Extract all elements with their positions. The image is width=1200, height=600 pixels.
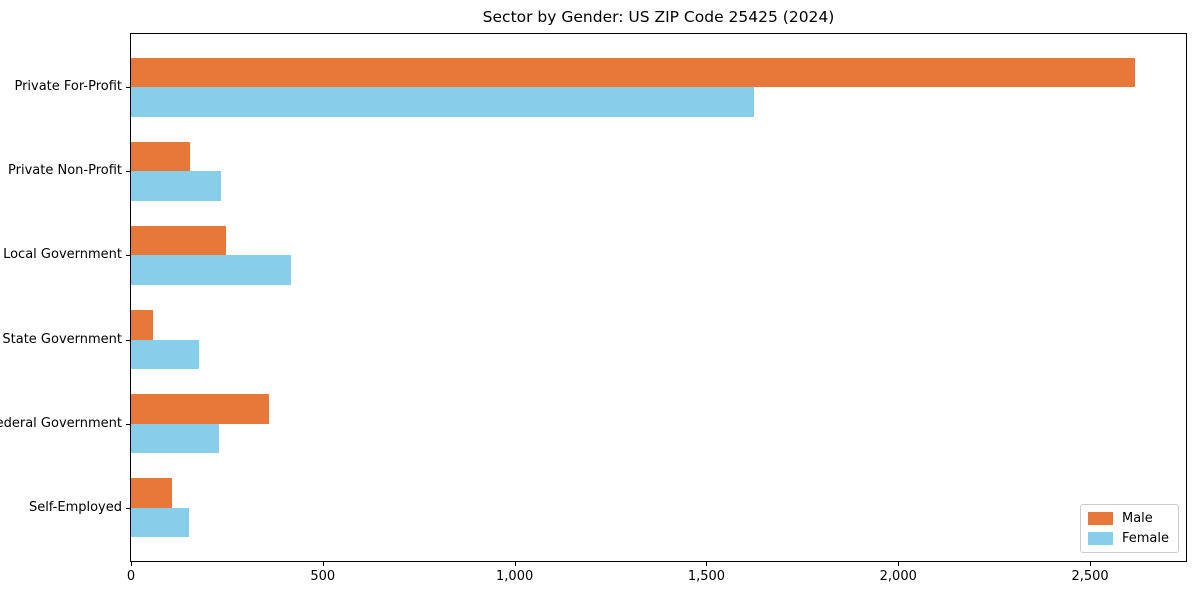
bar-male-1 — [131, 141, 191, 172]
ytick-mark — [126, 423, 130, 425]
plot-area: Male Female — [130, 33, 1187, 562]
bar-male-3 — [131, 310, 153, 340]
ytick-label: Local Government — [3, 247, 122, 263]
bar-male-4 — [131, 394, 270, 424]
y-axis: Private For-Profit Private Non-Profit Loca… — [0, 34, 130, 561]
bar-male-2 — [131, 226, 226, 256]
legend-row-male: Male — [1087, 511, 1169, 526]
xtick-mark — [898, 562, 900, 566]
xtick-mark — [706, 562, 708, 566]
ytick-label: Self-Employed — [28, 499, 122, 515]
xtick-label: 500 — [310, 569, 336, 584]
ytick-label: Federal Government — [0, 415, 122, 431]
xtick-mark — [131, 562, 132, 566]
xtick-mark — [322, 562, 324, 566]
bar-female-3 — [131, 339, 199, 369]
chart-title: Sector by Gender: US ZIP Code 25425 (202… — [482, 8, 835, 26]
ytick-label: Private Non-Profit — [8, 163, 122, 179]
ytick-mark — [126, 255, 130, 257]
legend-label-female: Female — [1121, 531, 1169, 546]
bar-female-0 — [131, 87, 755, 117]
xtick-label: 1,500 — [687, 569, 726, 584]
xtick-mark — [514, 562, 516, 566]
ytick-mark — [126, 87, 130, 89]
ytick-label: State Government — [2, 331, 122, 347]
bar-female-1 — [131, 171, 222, 201]
xtick-mark — [1090, 562, 1092, 566]
bar-female-2 — [131, 255, 291, 285]
legend-row-female: Female — [1087, 531, 1169, 546]
x-axis: 0 500 1,000 1,500 2,000 2,500 — [127, 561, 1186, 591]
xtick-label: 1,000 — [496, 569, 534, 584]
legend: Male Female — [1079, 504, 1179, 553]
xtick-label: 2,500 — [1071, 569, 1109, 584]
legend-swatch-male — [1087, 512, 1113, 525]
legend-label-male: Male — [1121, 511, 1153, 526]
xtick-label: 2,000 — [879, 569, 917, 584]
ytick-label: Private For-Profit — [14, 79, 122, 95]
xtick-label: 0 — [126, 569, 136, 584]
ytick-mark — [126, 339, 130, 341]
bar-female-4 — [131, 423, 220, 454]
bar-male-5 — [131, 478, 173, 508]
bar-female-5 — [131, 507, 189, 538]
bar-male-0 — [131, 57, 1135, 88]
ytick-mark — [126, 171, 130, 173]
legend-swatch-female — [1087, 532, 1113, 545]
ytick-mark — [126, 507, 130, 509]
